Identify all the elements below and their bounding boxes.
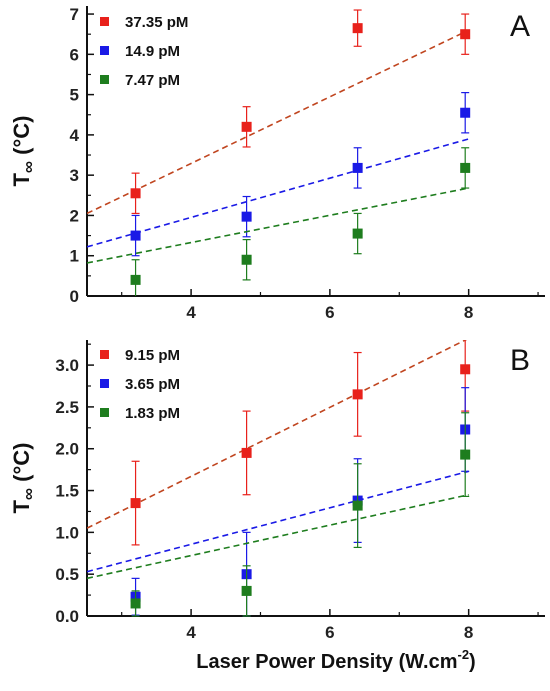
panel-b-y-tick-label: 1.0 [55, 523, 79, 542]
panel-b-series-0: 9.15 pM [87, 340, 471, 546]
panel-b-legend-marker [100, 350, 109, 359]
panel-a-data-point [352, 228, 363, 239]
panel-b-x-axis-label: Laser Power Density (W.cm-2) [196, 647, 475, 673]
panel-b-data-point [352, 500, 363, 511]
panel-b-y-tick-label: 1.5 [55, 482, 79, 501]
panel-a-y-tick-label: 4 [70, 126, 80, 145]
panel-b-legend-label: 3.65 pM [125, 376, 180, 393]
panel-a-data-point [241, 211, 252, 222]
panel-a-fit-line [87, 187, 469, 264]
panel-b-data-point [130, 598, 141, 609]
panel-b-data-point [241, 585, 252, 596]
panel-a-y-axis-label: T∞ (°C) [9, 115, 38, 186]
panel-a-fit-line [87, 29, 470, 215]
panel-a-x-tick-label: 4 [186, 303, 196, 322]
panel-b-y-tick-label: 2.0 [55, 440, 79, 459]
panel-b-y-tick-label: 3.0 [55, 356, 79, 375]
panel-a-y-tick-label: 2 [70, 206, 79, 225]
panel-a-data-point [130, 274, 141, 285]
panel-a-legend-label: 37.35 pM [125, 14, 188, 31]
panel-a-data-point [460, 107, 471, 118]
panel-a-data-point [130, 188, 141, 199]
panel-a-data-point [130, 230, 141, 241]
panel-a-y-tick-label: 5 [70, 86, 79, 105]
panel-a-legend-label: 14.9 pM [125, 43, 180, 60]
panel-a: 0 1 2 3 4 5 6 7 4 6 8 T∞ (°C) A 37.35 pM 14.9 pM 7.47 p… [9, 5, 545, 322]
panel-a-data-point [460, 29, 471, 40]
panel-a-data-point [241, 121, 252, 132]
panel-a-legend-marker [100, 75, 109, 84]
panel-a-series-1: 14.9 pM [87, 43, 471, 257]
panel-b-fit-line [87, 340, 468, 529]
panel-b-y-axis-label: T∞ (°C) [9, 442, 38, 513]
panel-b-legend-label: 1.83 pM [125, 405, 180, 422]
panel-b-y-tick-label: 0.0 [55, 607, 79, 626]
panel-a-x-tick-label: 6 [325, 303, 334, 322]
panel-a-legend-marker [100, 17, 109, 26]
panel-b-series-2: 1.83 pM [87, 405, 471, 617]
panel-a-y-tick-label: 7 [70, 5, 79, 24]
panel-b-legend-marker [100, 408, 109, 417]
panel-a-legend-marker [100, 46, 109, 55]
panel-b-legend-marker [100, 379, 109, 388]
panel-a-data-point [241, 254, 252, 265]
panel-a-series-2: 7.47 pM [87, 72, 471, 296]
panel-b-data-point [352, 389, 363, 400]
panel-a-label: A [510, 10, 530, 43]
panel-b-y-tick-label: 0.5 [55, 565, 79, 584]
panel-a-fit-line [87, 138, 469, 248]
panel-b-x-tick-label: 8 [464, 623, 473, 642]
panel-b-data-point [460, 449, 471, 460]
panel-a-y-tick-label: 0 [70, 287, 79, 306]
panel-b-x-tick-label: 6 [325, 623, 334, 642]
panel-b-data-point [241, 447, 252, 458]
panel-b-x-tick-label: 4 [186, 623, 196, 642]
panel-a-x-tick-label: 8 [464, 303, 473, 322]
panel-a-series-0: 37.35 pM [87, 9, 471, 215]
panel-a-y-tick-label: 1 [70, 247, 79, 266]
panel-b: 0.0 0.5 1.0 1.5 2.0 2.5 3.0 4 6 8 T∞ (°C) Laser Pow… [9, 340, 545, 673]
panel-a-data-point [460, 162, 471, 173]
panel-b-legend-label: 9.15 pM [125, 347, 180, 364]
panel-a-y-tick-label: 3 [70, 166, 79, 185]
panel-a-data-point [352, 23, 363, 34]
panel-a-y-tick-label: 6 [70, 45, 79, 64]
panel-b-y-tick-label: 2.5 [55, 398, 79, 417]
panel-b-data-point [130, 498, 141, 509]
panel-b-label: B [510, 344, 530, 377]
panel-b-data-point [460, 364, 471, 375]
panel-a-legend-label: 7.47 pM [125, 72, 180, 89]
panel-a-data-point [352, 162, 363, 173]
panel-b-fit-line [87, 493, 469, 580]
panel-b-fit-line [87, 470, 469, 573]
